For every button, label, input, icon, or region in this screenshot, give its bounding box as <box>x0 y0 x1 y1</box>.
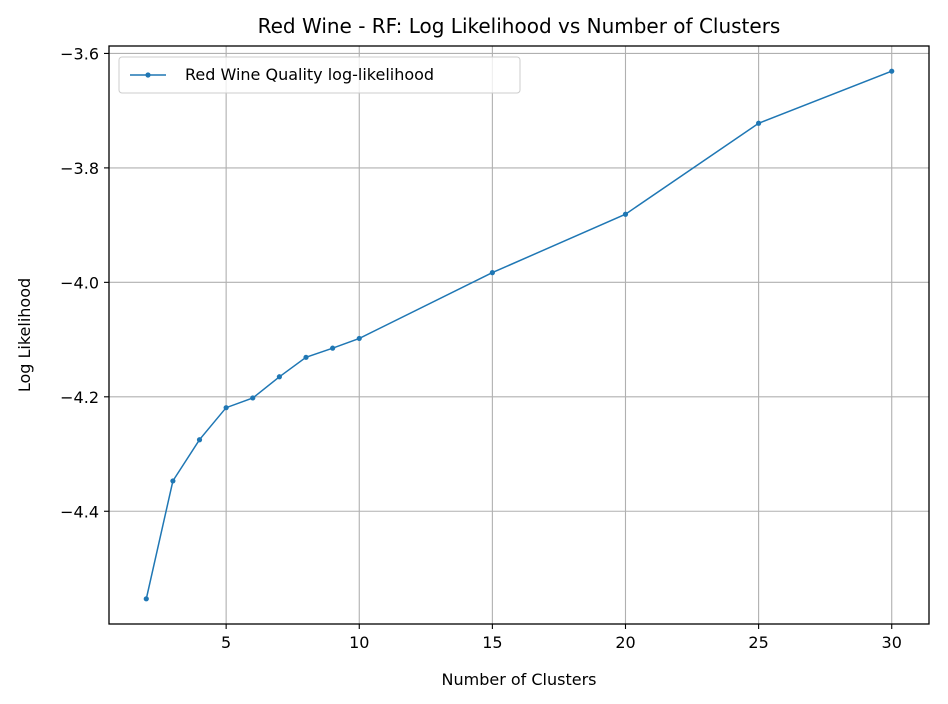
y-tick-label: −3.8 <box>60 159 99 178</box>
x-axis-label: Number of Clusters <box>442 670 597 689</box>
series-layer <box>143 68 895 602</box>
x-tick-label: 25 <box>748 633 768 652</box>
data-point <box>756 120 762 126</box>
legend-box <box>118 56 521 94</box>
y-tick-label: −4.4 <box>60 502 99 521</box>
legend: Red Wine Quality log-likelihood <box>118 56 521 94</box>
data-point <box>143 596 149 602</box>
y-tick-label: −3.6 <box>60 44 99 63</box>
data-point <box>196 437 203 443</box>
y-tick-label: −4.0 <box>60 273 99 292</box>
data-point <box>223 405 229 411</box>
y-tick-label: −4.2 <box>60 388 99 407</box>
x-tick-label: 20 <box>615 633 635 652</box>
legend-entry-label: Red Wine Quality log-likelihood <box>185 65 434 84</box>
data-point <box>303 354 309 360</box>
y-axis-label: Log Likelihood <box>15 278 34 392</box>
plot-frame <box>108 45 930 625</box>
grid <box>109 46 929 624</box>
x-tick-label: 10 <box>349 633 369 652</box>
data-point <box>330 345 336 351</box>
ticks: 5 10 15 20 25 30 −4.4 −4.2 −4.0 −3.8 −3.6 <box>60 44 902 652</box>
data-point <box>889 68 895 74</box>
data-point <box>356 335 362 342</box>
data-point <box>170 478 176 484</box>
chart-title: Red Wine - RF: Log Likelihood vs Number … <box>258 14 781 38</box>
data-point <box>276 374 282 380</box>
data-point <box>489 270 495 276</box>
legend-marker-swatch <box>145 72 151 78</box>
x-tick-label: 30 <box>882 633 902 652</box>
x-tick-label: 5 <box>221 633 231 652</box>
data-point <box>622 211 629 217</box>
data-point <box>250 395 256 401</box>
x-tick-label: 15 <box>482 633 502 652</box>
